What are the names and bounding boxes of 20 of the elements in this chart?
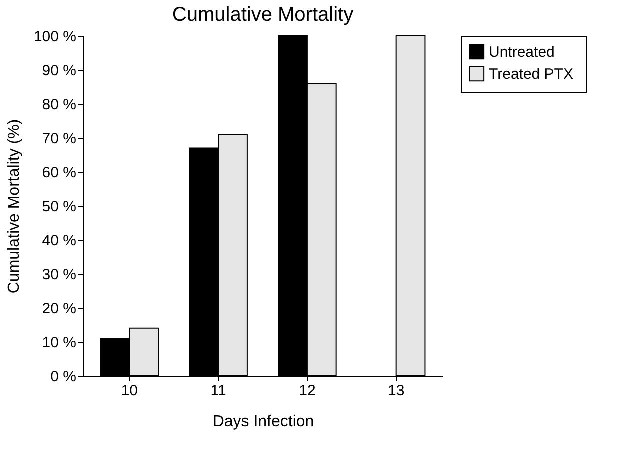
x-axis-title: Days Infection — [212, 414, 314, 430]
x-tick-label: 11 — [210, 382, 226, 400]
y-tick-label: 100 % — [34, 28, 76, 46]
legend-label: Untreated — [489, 44, 555, 61]
y-tick-label: 0 % — [50, 368, 76, 386]
y-tick-label: 30 % — [42, 266, 76, 284]
x-tick-label: 12 — [299, 382, 316, 400]
y-tick-label: 90 % — [42, 62, 76, 80]
y-tick-label: 80 % — [42, 96, 76, 114]
y-tick-label: 50 % — [42, 198, 76, 216]
chart-title: Cumulative Mortality — [172, 4, 354, 26]
y-tick-label: 40 % — [42, 232, 76, 250]
x-tick-label: 10 — [121, 382, 138, 400]
y-tick-label: 20 % — [42, 300, 76, 318]
y-axis-title: Cumulative Mortality (%) — [6, 119, 23, 294]
x-tick-label: 13 — [388, 382, 405, 400]
y-tick-label: 60 % — [42, 164, 76, 182]
legend-label: Treated PTX — [489, 66, 574, 83]
y-tick-label: 70 % — [42, 130, 76, 148]
y-tick-label: 10 % — [42, 334, 76, 352]
